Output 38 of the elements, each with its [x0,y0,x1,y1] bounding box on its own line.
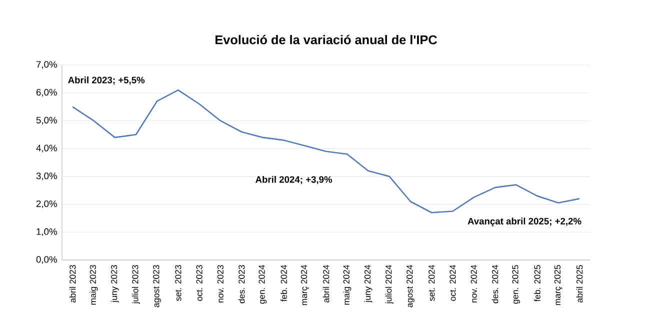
x-tick-label: nov. 2023 [217,265,224,302]
x-tick-label: juny 2024 [364,264,372,303]
x-tick-label: juny 2023 [110,265,119,303]
y-tick-label: 7,0% [36,61,57,69]
x-tick-label: març 2024 [300,264,309,306]
x-tick-label: feb. 2025 [534,265,540,302]
x-tick-label: set. 2023 [175,265,182,301]
y-tick-label: 0,0% [36,256,57,264]
y-tick-label: 1,0% [36,228,57,236]
x-tick-label: gen. 2025 [512,265,520,304]
y-tick-label: 2,0% [36,200,57,208]
y-tick-label: 6,0% [36,89,57,97]
y-tick-label: 3,0% [36,172,57,180]
chart-title: Evolució de la variació anual de l'IPC [216,34,437,44]
x-tick-label: gen. 2024 [258,264,267,304]
x-tick-label: set. 2024 [428,264,435,301]
x-tick-label: oct. 2023 [196,265,202,301]
x-tick-label: nov. 2024 [470,264,477,302]
x-tick-label: març 2025 [554,265,562,306]
y-tick-label: 5,0% [36,116,57,125]
x-tick-label: abril 2024 [322,264,330,302]
x-tick-label: maig 2024 [343,264,352,305]
annotation: Avançat abril 2025; +2,2% [468,218,582,226]
x-tick-label: maig 2023 [90,265,98,305]
annotation: Abril 2024; +3,9% [256,176,332,184]
x-tick-label: abril 2023 [69,265,76,302]
x-tick-label: juliol 2024 [385,264,394,304]
annotation: Abril 2023; +5,5% [68,76,145,85]
y-tick-label: 4,0% [36,144,57,152]
x-tick-label: agost 2023 [153,265,161,308]
x-tick-label: des. 2023 [238,265,245,304]
x-tick-label: abril 2025 [576,265,583,302]
x-tick-label: des. 2024 [492,264,498,304]
x-tick-label: oct. 2024 [450,264,456,301]
x-tick-label: feb. 2024 [280,264,287,302]
line-series [72,89,580,214]
x-tick-label: agost 2024 [406,264,414,308]
x-tick-label: juliol 2023 [132,265,140,304]
